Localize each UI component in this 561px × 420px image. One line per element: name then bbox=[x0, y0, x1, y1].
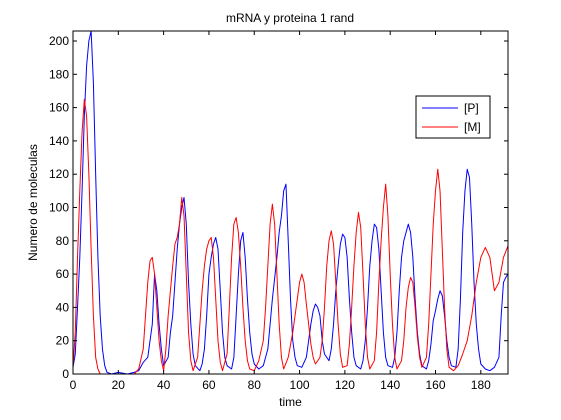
y-tick-label: 180 bbox=[49, 67, 69, 81]
legend-box bbox=[415, 95, 491, 139]
x-tick-label: 60 bbox=[202, 378, 216, 392]
x-tick-label: 120 bbox=[335, 378, 355, 392]
legend: [P] [M] bbox=[415, 95, 491, 139]
y-tick-label: 100 bbox=[49, 200, 69, 214]
legend-entry-p: [P] bbox=[464, 101, 479, 115]
x-axis-label: time bbox=[279, 395, 302, 409]
x-tick-label: 0 bbox=[70, 378, 77, 392]
x-tick-label: 180 bbox=[471, 378, 491, 392]
series-layer bbox=[72, 30, 509, 375]
plot-area bbox=[73, 31, 508, 374]
series-line-m bbox=[72, 98, 509, 375]
chart-title: mRNA y proteina 1 rand bbox=[226, 11, 354, 25]
y-tick-label: 80 bbox=[56, 234, 70, 248]
y-tick-label: 60 bbox=[56, 267, 70, 281]
x-tick-label: 140 bbox=[380, 378, 400, 392]
y-tick-label: 0 bbox=[62, 367, 69, 381]
axes-layer: 0 20 40 60 80 100 120 140 160 180 0 20 40 60 80 100 120 1… bbox=[49, 31, 508, 392]
y-axis-label: Numero de moleculas bbox=[26, 144, 40, 261]
plot-frame bbox=[72, 30, 509, 375]
y-tick-label: 120 bbox=[49, 167, 69, 181]
series-line-p bbox=[72, 30, 509, 375]
y-tick-label: 160 bbox=[49, 101, 69, 115]
y-tick-label: 20 bbox=[56, 334, 70, 348]
y-tick-label: 140 bbox=[49, 134, 69, 148]
x-tick-label: 100 bbox=[290, 378, 310, 392]
x-tick-label: 40 bbox=[157, 378, 171, 392]
y-tick-label: 40 bbox=[56, 300, 70, 314]
x-tick-label: 80 bbox=[248, 378, 262, 392]
legend-entry-m: [M] bbox=[464, 120, 481, 134]
y-tick-label: 200 bbox=[49, 34, 69, 48]
x-tick-label: 20 bbox=[112, 378, 126, 392]
x-tick-label: 160 bbox=[425, 378, 445, 392]
